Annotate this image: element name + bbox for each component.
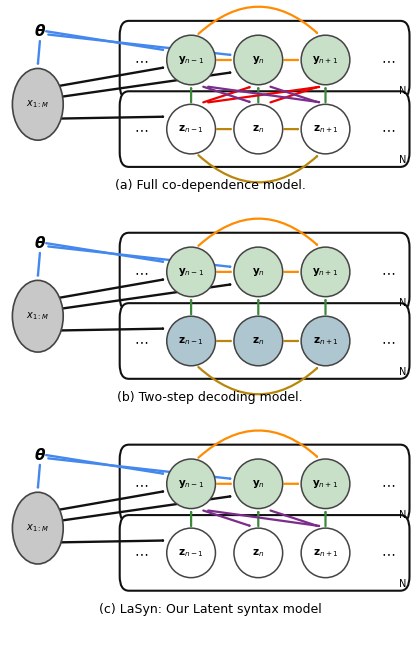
Ellipse shape: [167, 104, 215, 154]
Text: $\cdots$: $\cdots$: [134, 53, 148, 67]
Text: $\mathbf{z}_n$: $\mathbf{z}_n$: [252, 547, 265, 559]
Text: $\mathbf{z}_{n-1}$: $\mathbf{z}_{n-1}$: [178, 335, 204, 347]
Ellipse shape: [234, 528, 283, 578]
Ellipse shape: [12, 492, 63, 564]
Text: $\cdots$: $\cdots$: [381, 546, 396, 560]
Ellipse shape: [234, 247, 283, 297]
Text: $\cdots$: $\cdots$: [134, 122, 148, 136]
Text: $\boldsymbol{\theta}$: $\boldsymbol{\theta}$: [34, 235, 46, 251]
Text: $\mathbf{y}_{n-1}$: $\mathbf{y}_{n-1}$: [178, 266, 204, 278]
Ellipse shape: [301, 459, 350, 509]
Text: (b) Two-step decoding model.: (b) Two-step decoding model.: [117, 391, 303, 404]
Text: $\cdots$: $\cdots$: [381, 265, 396, 279]
Text: $\cdots$: $\cdots$: [134, 477, 148, 491]
Ellipse shape: [301, 35, 350, 85]
Ellipse shape: [301, 247, 350, 297]
Text: $\cdots$: $\cdots$: [381, 477, 396, 491]
FancyBboxPatch shape: [120, 303, 409, 379]
Ellipse shape: [12, 280, 63, 352]
FancyBboxPatch shape: [120, 445, 409, 523]
Text: $\boldsymbol{\theta}$: $\boldsymbol{\theta}$: [34, 23, 46, 39]
Text: (a) Full co-dependence model.: (a) Full co-dependence model.: [115, 179, 305, 192]
Text: $\mathbf{y}_{n+1}$: $\mathbf{y}_{n+1}$: [312, 54, 339, 66]
Ellipse shape: [12, 68, 63, 140]
FancyBboxPatch shape: [120, 233, 409, 311]
Ellipse shape: [234, 316, 283, 366]
Text: $\mathbf{y}_{n+1}$: $\mathbf{y}_{n+1}$: [312, 266, 339, 278]
Text: $\cdots$: $\cdots$: [381, 334, 396, 348]
Text: $\mathbf{y}_n$: $\mathbf{y}_n$: [252, 54, 265, 66]
Ellipse shape: [301, 528, 350, 578]
Ellipse shape: [234, 35, 283, 85]
Text: $\mathbf{z}_{n-1}$: $\mathbf{z}_{n-1}$: [178, 123, 204, 135]
Text: $\mathbf{y}_n$: $\mathbf{y}_n$: [252, 266, 265, 278]
Ellipse shape: [301, 316, 350, 366]
Text: $\boldsymbol{\theta}$: $\boldsymbol{\theta}$: [34, 447, 46, 463]
Text: $\mathbf{z}_{n+1}$: $\mathbf{z}_{n+1}$: [312, 123, 339, 135]
Text: $\mathbf{z}_{n-1}$: $\mathbf{z}_{n-1}$: [178, 547, 204, 559]
Ellipse shape: [234, 104, 283, 154]
Text: $x_{1:M}$: $x_{1:M}$: [26, 310, 49, 322]
Ellipse shape: [167, 35, 215, 85]
Text: N: N: [399, 86, 407, 96]
Text: $\mathbf{y}_{n+1}$: $\mathbf{y}_{n+1}$: [312, 478, 339, 490]
Text: $\cdots$: $\cdots$: [381, 122, 396, 136]
Ellipse shape: [167, 247, 215, 297]
Ellipse shape: [167, 316, 215, 366]
Text: N: N: [399, 155, 407, 165]
Text: $\cdots$: $\cdots$: [134, 334, 148, 348]
Text: $\cdots$: $\cdots$: [134, 546, 148, 560]
Text: N: N: [399, 510, 407, 520]
FancyBboxPatch shape: [120, 91, 409, 167]
Text: N: N: [399, 579, 407, 589]
Text: $x_{1:M}$: $x_{1:M}$: [26, 98, 49, 110]
Text: $\cdots$: $\cdots$: [381, 53, 396, 67]
Ellipse shape: [167, 459, 215, 509]
Text: $\mathbf{z}_n$: $\mathbf{z}_n$: [252, 335, 265, 347]
Text: $\mathbf{z}_{n+1}$: $\mathbf{z}_{n+1}$: [312, 547, 339, 559]
Text: N: N: [399, 298, 407, 308]
Text: $x_{1:M}$: $x_{1:M}$: [26, 522, 49, 534]
Ellipse shape: [301, 104, 350, 154]
Text: $\mathbf{y}_{n-1}$: $\mathbf{y}_{n-1}$: [178, 478, 204, 490]
Text: $\mathbf{y}_{n-1}$: $\mathbf{y}_{n-1}$: [178, 54, 204, 66]
Text: $\mathbf{z}_{n+1}$: $\mathbf{z}_{n+1}$: [312, 335, 339, 347]
Text: $\cdots$: $\cdots$: [134, 265, 148, 279]
Text: $\mathbf{y}_n$: $\mathbf{y}_n$: [252, 478, 265, 490]
Ellipse shape: [167, 528, 215, 578]
FancyBboxPatch shape: [120, 21, 409, 99]
Ellipse shape: [234, 459, 283, 509]
Text: $\mathbf{z}_n$: $\mathbf{z}_n$: [252, 123, 265, 135]
FancyBboxPatch shape: [120, 515, 409, 591]
Text: N: N: [399, 367, 407, 377]
Text: (c) LaSyn: Our Latent syntax model: (c) LaSyn: Our Latent syntax model: [99, 603, 321, 616]
